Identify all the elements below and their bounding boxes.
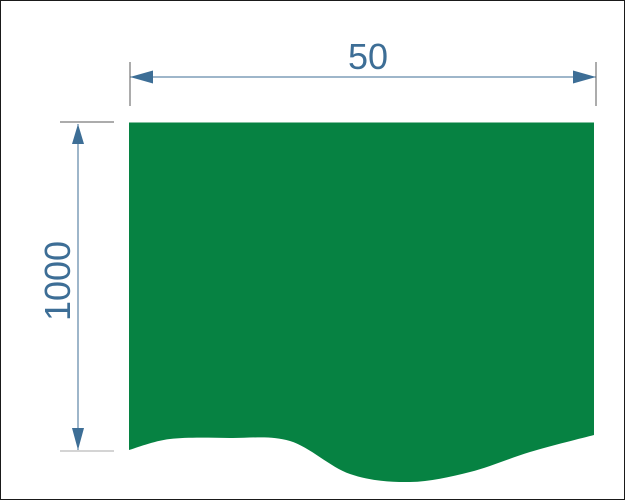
svg-text:1000: 1000: [37, 241, 78, 321]
svg-text:50: 50: [348, 36, 388, 77]
